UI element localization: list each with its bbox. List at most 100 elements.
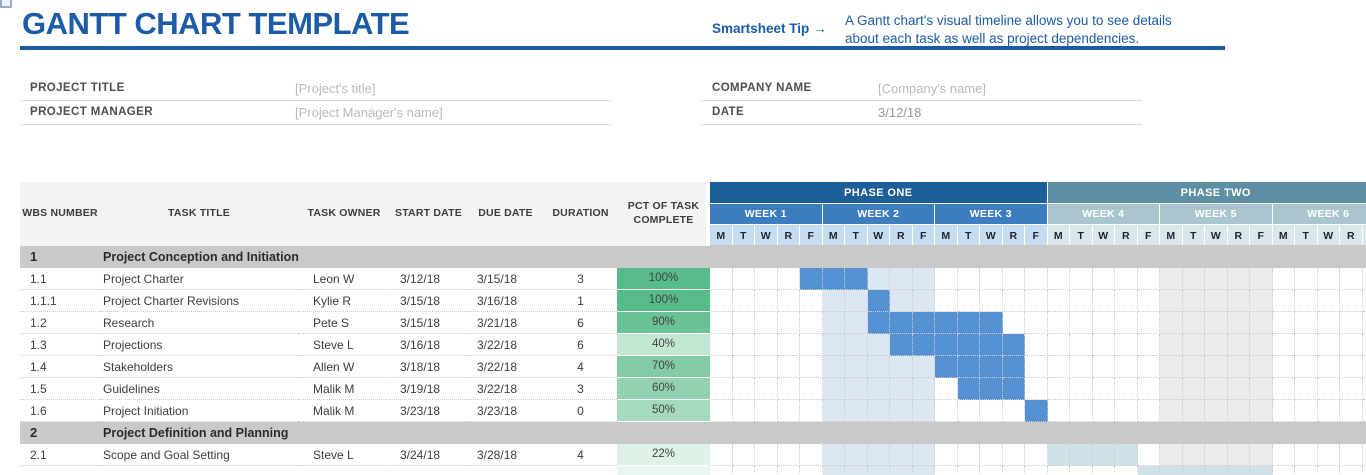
gantt-cell[interactable] <box>1205 400 1228 422</box>
gantt-cell[interactable] <box>1250 334 1273 356</box>
cell-owner[interactable] <box>298 466 390 475</box>
gantt-cell[interactable] <box>800 356 823 378</box>
gantt-cell[interactable] <box>1250 400 1273 422</box>
cell-start[interactable]: 3/15/18 <box>390 312 467 334</box>
gantt-cell[interactable] <box>1317 334 1340 356</box>
gantt-cell[interactable] <box>1272 290 1295 312</box>
cell-title[interactable]: Stakeholders <box>100 356 298 378</box>
gantt-cell[interactable] <box>710 290 733 312</box>
gantt-cell[interactable] <box>845 356 868 378</box>
gantt-cell[interactable] <box>935 290 958 312</box>
gantt-cell[interactable] <box>822 312 845 334</box>
gantt-cell[interactable] <box>1295 290 1318 312</box>
gantt-cell[interactable] <box>890 444 913 466</box>
gantt-cell[interactable] <box>1362 378 1366 400</box>
gantt-cell[interactable] <box>1272 312 1295 334</box>
cell-title[interactable]: Research <box>100 312 298 334</box>
gantt-cell[interactable] <box>1092 400 1115 422</box>
cell-wbs[interactable]: 1.1.1 <box>20 290 100 312</box>
gantt-cell[interactable] <box>777 378 800 400</box>
gantt-cell[interactable] <box>913 466 935 475</box>
gantt-cell[interactable] <box>1250 378 1273 400</box>
gantt-cell[interactable] <box>1227 268 1250 290</box>
gantt-cell[interactable] <box>980 356 1003 378</box>
gantt-cell[interactable] <box>1317 290 1340 312</box>
gantt-cell[interactable] <box>845 466 868 475</box>
gantt-cell[interactable] <box>1205 356 1228 378</box>
gantt-cell[interactable] <box>980 400 1003 422</box>
gantt-cell[interactable] <box>732 356 755 378</box>
gantt-cell[interactable] <box>1205 466 1228 475</box>
gantt-cell[interactable] <box>1205 290 1228 312</box>
gantt-cell[interactable] <box>1340 444 1363 466</box>
gantt-cell[interactable] <box>1070 466 1093 475</box>
gantt-cell[interactable] <box>1002 378 1025 400</box>
gantt-cell[interactable] <box>732 444 755 466</box>
gantt-cell[interactable] <box>1070 334 1093 356</box>
gantt-cell[interactable] <box>1092 356 1115 378</box>
gantt-cell[interactable] <box>1317 378 1340 400</box>
cell-wbs[interactable]: 1.4 <box>20 356 100 378</box>
gantt-cell[interactable] <box>755 312 778 334</box>
gantt-cell[interactable] <box>1047 268 1070 290</box>
company-name-value[interactable]: [Company's name] <box>878 81 986 96</box>
cell-owner[interactable]: Steve L <box>298 444 390 466</box>
gantt-cell[interactable] <box>1183 466 1205 475</box>
gantt-cell[interactable] <box>1362 444 1366 466</box>
gantt-cell[interactable] <box>1317 356 1340 378</box>
gantt-cell[interactable] <box>890 334 913 356</box>
gantt-cell[interactable] <box>1295 400 1318 422</box>
gantt-cell[interactable] <box>732 334 755 356</box>
cell-dur[interactable]: 6 <box>544 334 617 356</box>
gantt-cell[interactable] <box>710 356 733 378</box>
gantt-cell[interactable] <box>800 312 823 334</box>
cell-owner[interactable]: Kylie R <box>298 290 390 312</box>
gantt-cell[interactable] <box>1340 378 1363 400</box>
gantt-cell[interactable] <box>1160 312 1183 334</box>
gantt-cell[interactable] <box>755 334 778 356</box>
gantt-cell[interactable] <box>755 268 778 290</box>
gantt-cell[interactable] <box>732 378 755 400</box>
gantt-cell[interactable] <box>1272 356 1295 378</box>
gantt-cell[interactable] <box>1317 268 1340 290</box>
gantt-cell[interactable] <box>1295 334 1318 356</box>
gantt-cell[interactable] <box>1025 466 1048 475</box>
gantt-cell[interactable] <box>1070 444 1093 466</box>
cell-due[interactable]: 3/23/18 <box>467 400 544 422</box>
gantt-cell[interactable] <box>935 312 958 334</box>
gantt-cell[interactable] <box>1295 466 1318 475</box>
cell-owner[interactable]: Malik M <box>298 400 390 422</box>
gantt-cell[interactable] <box>1227 334 1250 356</box>
gantt-cell[interactable] <box>1228 466 1250 475</box>
cell-pct-complete[interactable] <box>617 466 710 475</box>
gantt-cell[interactable] <box>957 400 980 422</box>
gantt-cell[interactable] <box>1205 268 1228 290</box>
gantt-cell[interactable] <box>778 466 800 475</box>
gantt-cell[interactable] <box>710 334 733 356</box>
cell-dur[interactable]: 1 <box>544 290 617 312</box>
gantt-cell[interactable] <box>890 378 913 400</box>
gantt-cell[interactable] <box>1047 356 1070 378</box>
gantt-cell[interactable] <box>1115 378 1138 400</box>
gantt-cell[interactable] <box>1272 334 1295 356</box>
gantt-cell[interactable] <box>822 356 845 378</box>
gantt-cell[interactable] <box>1362 268 1366 290</box>
gantt-cell[interactable] <box>1002 334 1025 356</box>
gantt-cell[interactable] <box>1025 444 1048 466</box>
gantt-cell[interactable] <box>1317 444 1340 466</box>
cell-pct-complete[interactable]: 70% <box>617 356 710 377</box>
cell-wbs[interactable]: 2.1 <box>20 444 100 466</box>
gantt-cell[interactable] <box>958 466 980 475</box>
gantt-cell[interactable] <box>867 290 890 312</box>
gantt-cell[interactable] <box>1250 356 1273 378</box>
gantt-cell[interactable] <box>777 356 800 378</box>
gantt-cell[interactable] <box>710 378 733 400</box>
gantt-cell[interactable] <box>845 334 868 356</box>
gantt-cell[interactable] <box>890 466 913 475</box>
gantt-cell[interactable] <box>1070 356 1093 378</box>
cell-pct-complete[interactable]: 22% <box>617 444 710 465</box>
gantt-cell[interactable] <box>1340 312 1363 334</box>
gantt-cell[interactable] <box>1047 334 1070 356</box>
gantt-cell[interactable] <box>1002 444 1025 466</box>
cell-due[interactable]: 3/21/18 <box>467 312 544 334</box>
